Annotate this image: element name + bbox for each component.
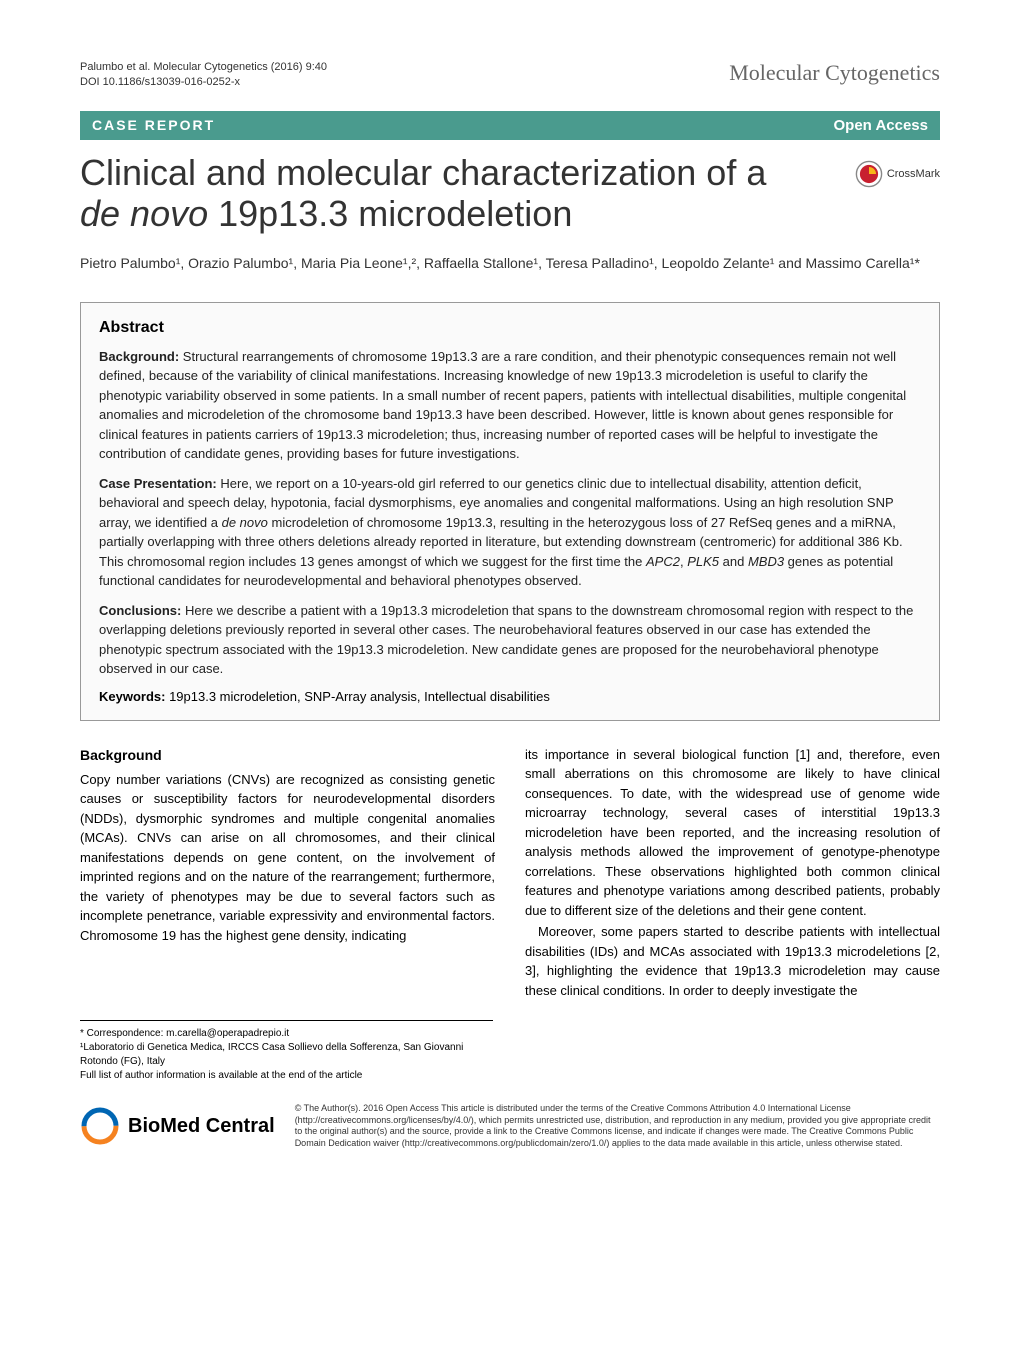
case-italic1: de novo xyxy=(222,515,268,530)
body-col1-text: Copy number variations (CNVs) are recogn… xyxy=(80,770,495,946)
affiliation: ¹Laboratorio di Genetica Medica, IRCCS C… xyxy=(80,1041,493,1069)
article-title: Clinical and molecular characterization … xyxy=(80,152,835,235)
background-heading: Background xyxy=(80,745,495,766)
abstract-background: Background: Structural rearrangements of… xyxy=(99,347,921,464)
citation-line1: Palumbo et al. Molecular Cytogenetics (2… xyxy=(80,60,327,75)
column-left: Background Copy number variations (CNVs)… xyxy=(80,745,495,1001)
title-rest: 19p13.3 microdeletion xyxy=(208,193,572,234)
body-columns: Background Copy number variations (CNVs)… xyxy=(80,745,940,1001)
conclusions-text: Here we describe a patient with a 19p13.… xyxy=(99,603,913,677)
case-italic2: APC2 xyxy=(646,554,680,569)
footer: BioMed Central © The Author(s). 2016 Ope… xyxy=(80,1103,940,1150)
column-right: its importance in several biological fun… xyxy=(525,745,940,1001)
biomed-logo: BioMed Central xyxy=(80,1106,275,1146)
title-row: Clinical and molecular characterization … xyxy=(80,152,940,235)
header: Palumbo et al. Molecular Cytogenetics (2… xyxy=(80,60,940,91)
keywords-label: Keywords: xyxy=(99,689,165,704)
journal-name: Molecular Cytogenetics xyxy=(729,60,940,86)
article-type-bar: CASE REPORT Open Access xyxy=(80,111,940,140)
conclusions-label: Conclusions: xyxy=(99,603,181,618)
title-italic: de novo xyxy=(80,193,208,234)
background-text: Structural rearrangements of chromosome … xyxy=(99,349,906,462)
case-italic4: MBD3 xyxy=(748,554,784,569)
keywords: Keywords: 19p13.3 microdeletion, SNP-Arr… xyxy=(99,689,921,704)
body-col2-p2: Moreover, some papers started to describ… xyxy=(525,922,940,1000)
article-type: CASE REPORT xyxy=(92,117,215,133)
crossmark-label: CrossMark xyxy=(887,168,940,180)
correspondence: * Correspondence: m.carella@operapadrepi… xyxy=(80,1027,493,1041)
authors: Pietro Palumbo¹, Orazio Palumbo¹, Maria … xyxy=(80,253,940,274)
crossmark-badge[interactable]: CrossMark xyxy=(855,160,940,188)
crossmark-icon xyxy=(855,160,883,188)
biomed-text: BioMed Central xyxy=(128,1115,275,1138)
abstract-case: Case Presentation: Here, we report on a … xyxy=(99,474,921,591)
abstract-heading: Abstract xyxy=(99,319,921,337)
case-italic3: PLK5 xyxy=(687,554,719,569)
author-fulllist: Full list of author information is avail… xyxy=(80,1069,493,1083)
keywords-text: 19p13.3 microdeletion, SNP-Array analysi… xyxy=(165,689,549,704)
background-label: Background: xyxy=(99,349,179,364)
case-label: Case Presentation: xyxy=(99,476,217,491)
footnotes: * Correspondence: m.carella@operapadrepi… xyxy=(80,1020,493,1083)
title-line1: Clinical and molecular characterization … xyxy=(80,152,766,193)
abstract-conclusions: Conclusions: Here we describe a patient … xyxy=(99,601,921,679)
body-col2-p1: its importance in several biological fun… xyxy=(525,745,940,921)
open-access-label: Open Access xyxy=(834,117,929,134)
abstract-box: Abstract Background: Structural rearrang… xyxy=(80,302,940,721)
biomed-icon xyxy=(80,1106,120,1146)
citation: Palumbo et al. Molecular Cytogenetics (2… xyxy=(80,60,327,91)
case-mid3: and xyxy=(719,554,748,569)
citation-line2: DOI 10.1186/s13039-016-0252-x xyxy=(80,75,327,90)
license-text: © The Author(s). 2016 Open Access This a… xyxy=(295,1103,940,1150)
